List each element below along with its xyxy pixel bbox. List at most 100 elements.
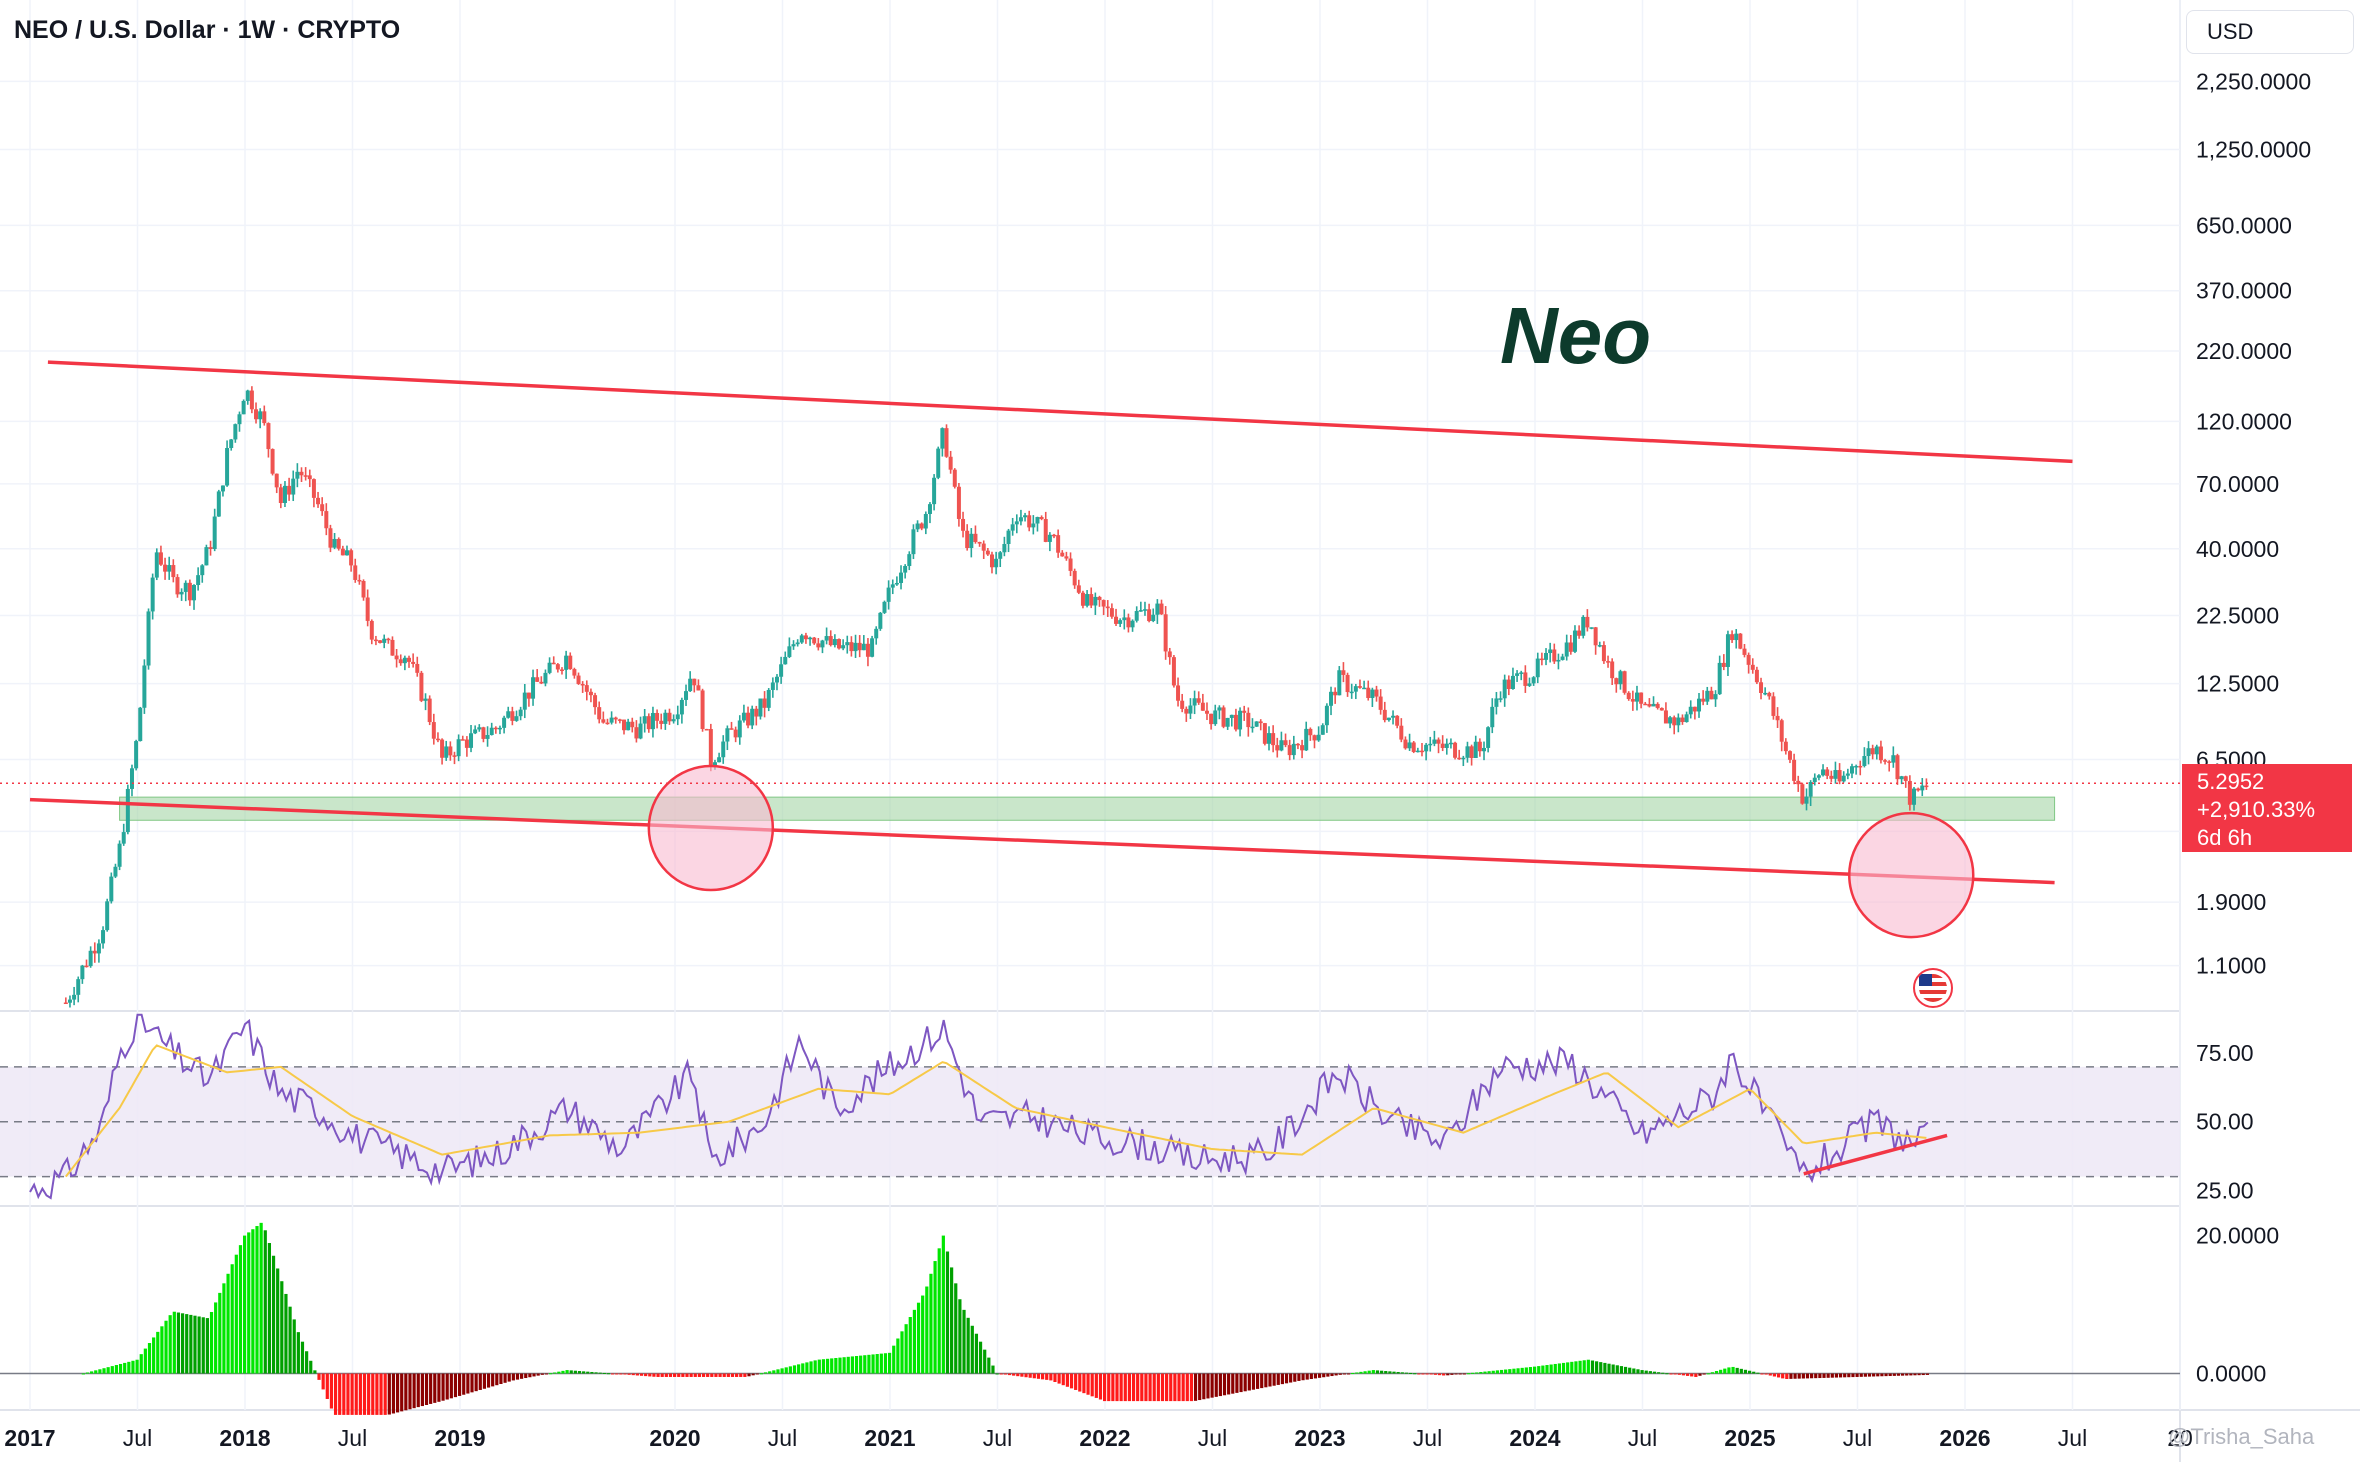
histogram-bar (106, 1367, 110, 1374)
histogram-bar (160, 1326, 164, 1374)
candle-body (1002, 543, 1007, 553)
candle-body (956, 486, 961, 519)
candle-body (1870, 748, 1875, 755)
histogram-bar (1735, 1367, 1739, 1374)
histogram-bar (1123, 1373, 1127, 1402)
histogram-bar (408, 1373, 412, 1410)
histogram-bar (1892, 1373, 1896, 1376)
candle-body (1597, 645, 1602, 647)
candle-body (336, 538, 341, 549)
histogram-bar (999, 1373, 1003, 1375)
histogram-bar (871, 1354, 875, 1374)
candle-body (1428, 743, 1433, 746)
histogram-bar (1516, 1368, 1520, 1374)
candle-body (1316, 734, 1321, 741)
histogram-bar (1446, 1373, 1450, 1376)
candle-body (981, 543, 986, 551)
candle-body (1246, 712, 1251, 728)
histogram-bar (1144, 1373, 1148, 1402)
candle-body (427, 698, 432, 723)
histogram-bar (1280, 1373, 1284, 1385)
histogram-bar (296, 1332, 300, 1374)
candle-body (444, 746, 449, 758)
candle-body (1076, 585, 1081, 593)
candle-body (923, 513, 928, 529)
candle-body (890, 584, 895, 588)
candle-body (1142, 609, 1147, 611)
histogram-bar (941, 1235, 945, 1374)
candle-body (1730, 634, 1735, 641)
candle-body (1180, 700, 1185, 709)
annotation-title[interactable]: Neo (1500, 291, 1652, 380)
histogram-bar (1710, 1372, 1714, 1374)
price-tick-label: 40.0000 (2196, 536, 2279, 562)
histogram-bar (263, 1230, 267, 1374)
candle-body (1184, 708, 1189, 714)
histogram-bar (1012, 1373, 1016, 1376)
histogram-bar (185, 1314, 189, 1374)
candle-body (870, 638, 875, 657)
candle-body (357, 579, 362, 582)
histogram-bar (309, 1360, 313, 1374)
candle-body (473, 729, 478, 734)
histogram-bar (838, 1357, 842, 1374)
candle-body (1122, 617, 1127, 621)
candle-body (1052, 534, 1057, 537)
candle-body (1477, 741, 1482, 752)
rsi-ma-line (65, 1044, 1927, 1178)
histogram-bar (453, 1373, 458, 1398)
candle-body (1589, 627, 1594, 629)
histogram-bar (834, 1358, 838, 1374)
candle-body (1395, 715, 1400, 726)
histogram-bar (1677, 1373, 1681, 1375)
candle-body (489, 727, 494, 736)
last-price: 5.2952 (2197, 769, 2265, 794)
last-price-tag: 5.2952 +2,910.33% 6d 6h (2182, 764, 2352, 852)
candle-body (407, 657, 412, 662)
candle-body (1519, 672, 1524, 674)
histogram-bar (1408, 1372, 1413, 1374)
histogram-bar (1508, 1369, 1512, 1374)
candle-body (1444, 743, 1449, 748)
candle-body (1275, 745, 1280, 751)
candle-body (1688, 706, 1693, 715)
histogram-bar (1218, 1373, 1222, 1397)
histogram-bar (1884, 1373, 1888, 1377)
histogram-bar (1764, 1373, 1768, 1375)
annotation-layer[interactable] (0, 360, 2180, 939)
histogram-bar (1731, 1366, 1735, 1374)
candle-body (1738, 633, 1743, 649)
bar-countdown: 6d 6h (2197, 825, 2253, 850)
histogram-bar (1578, 1360, 1582, 1374)
histogram-bar (420, 1373, 424, 1407)
symbol-title[interactable]: NEO / U.S. Dollar · 1W · CRYPTO (14, 16, 401, 44)
histogram-bar (1239, 1373, 1243, 1393)
histogram-bar (515, 1373, 520, 1380)
histogram-pane (0, 1222, 2180, 1415)
candle-body (671, 719, 676, 722)
candle-body (1883, 760, 1888, 762)
candle-body (1585, 616, 1590, 628)
currency-button[interactable]: USD (2186, 10, 2354, 54)
candle-body (1891, 755, 1896, 763)
histogram-bar (300, 1341, 305, 1374)
histogram-bar (1454, 1373, 1458, 1375)
us-flag-icon[interactable] (1913, 968, 1953, 1008)
histogram-bar (276, 1268, 280, 1374)
histogram-bar (1388, 1371, 1392, 1374)
candle-body (1783, 741, 1788, 752)
histogram-bar (1900, 1373, 1905, 1376)
histogram-bar (1475, 1372, 1479, 1374)
candle-body (1792, 759, 1797, 781)
histogram-bar (1338, 1373, 1342, 1375)
histogram-bar (1437, 1373, 1442, 1376)
candle-body (655, 712, 660, 721)
histogram-bar (123, 1362, 127, 1374)
histogram-bar (1086, 1373, 1090, 1395)
histogram-bar (1243, 1373, 1247, 1392)
histogram-bar (1098, 1373, 1103, 1400)
histogram-bar (772, 1370, 776, 1374)
candle-body (787, 646, 792, 657)
candle-body (1618, 671, 1623, 685)
